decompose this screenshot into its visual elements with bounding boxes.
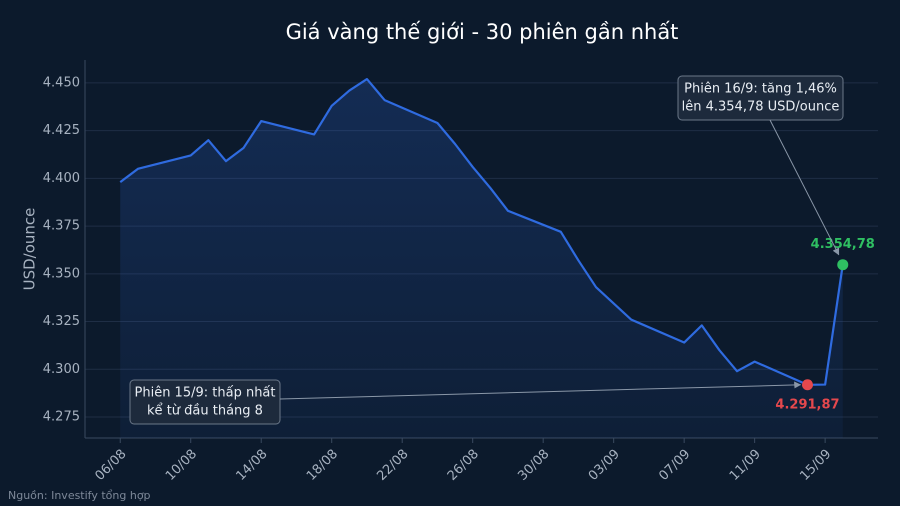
y-tick-label: 4.375: [43, 219, 80, 234]
x-tick-label: 10/08: [163, 447, 200, 484]
annotation-arrow: [279, 381, 802, 400]
x-tick-label: 06/08: [92, 447, 129, 484]
value-label: 4.354,78: [811, 237, 875, 252]
source: Nguồn: Investify tổng hợp: [8, 489, 151, 502]
annotation-text: Phiên 15/9: thấp nhất: [135, 386, 276, 401]
x-tick-label: 30/08: [515, 447, 552, 484]
x-tick-label: 26/08: [445, 447, 482, 484]
chart-title: Giá vàng thế giới - 30 phiên gần nhất: [286, 20, 679, 44]
annotation: Phiên 15/9: thấp nhất kể từ đầu tháng 8: [129, 379, 802, 425]
highlight-point: [837, 259, 849, 271]
y-axis-label: USD/ounce: [21, 208, 39, 291]
x-tick-label: 14/08: [233, 447, 270, 484]
annotation-box: [129, 379, 281, 425]
x-tick-label: 03/09: [586, 447, 623, 484]
y-tick-label: 4.275: [43, 410, 80, 425]
value-label: 4.291,87: [775, 397, 839, 412]
y-tick-label: 4.450: [43, 75, 80, 90]
x-tick-label: 18/08: [304, 447, 341, 484]
y-tick-label: 4.300: [43, 362, 80, 377]
y-tick-label: 4.350: [43, 266, 80, 281]
y-tick-label: 4.425: [43, 123, 80, 138]
annotation-text: Phiên 16/9: tăng 1,46%: [684, 82, 837, 97]
x-tick-label: 22/08: [374, 447, 411, 484]
highlight-point: [802, 379, 814, 391]
annotation-box: [677, 75, 844, 121]
annotation-text: lên 4.354,78 USD/ounce: [682, 100, 840, 115]
annotation: Phiên 16/9: tăng 1,46% lên 4.354,78 USD/o…: [677, 75, 844, 256]
annotation-arrow: [769, 119, 840, 256]
x-tick-label: 07/09: [656, 447, 693, 484]
line: [119, 77, 844, 386]
area: [120, 79, 843, 438]
x-tick-label: 15/09: [797, 447, 834, 484]
y-tick-label: 4.400: [43, 171, 80, 186]
y-tick-label: 4.325: [43, 314, 80, 329]
annotation-text: kể từ đầu tháng 8: [147, 404, 263, 419]
x-tick-label: 11/09: [727, 447, 764, 484]
